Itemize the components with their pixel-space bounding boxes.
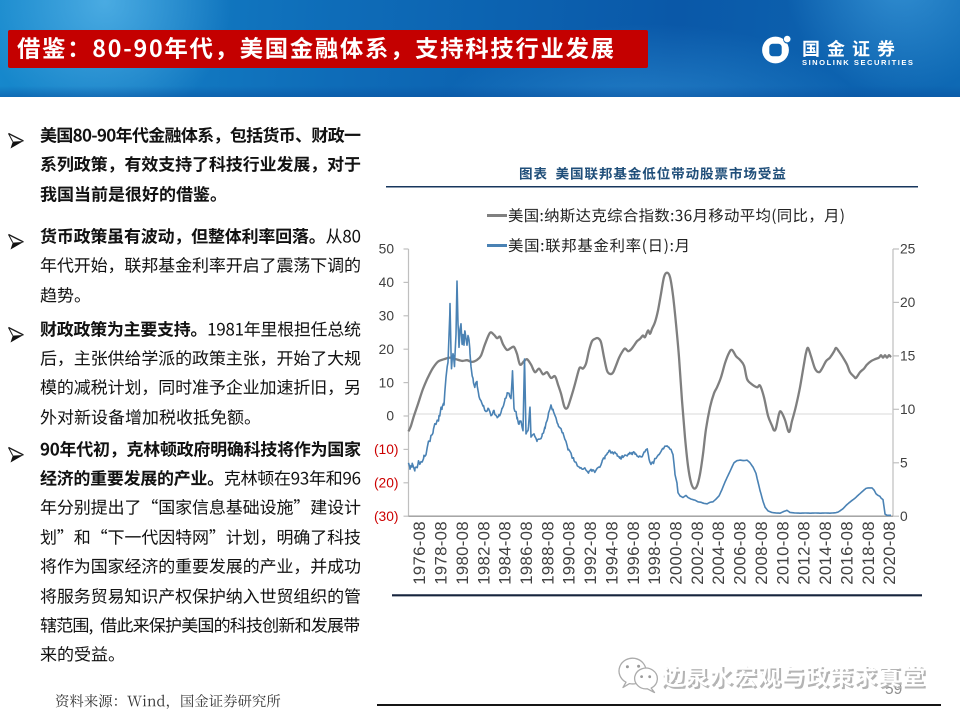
- svg-text:15: 15: [900, 349, 916, 364]
- svg-text:1990-08: 1990-08: [560, 521, 579, 585]
- svg-text:0: 0: [386, 409, 394, 424]
- svg-text:20: 20: [379, 342, 395, 357]
- svg-text:2010-08: 2010-08: [773, 521, 792, 585]
- svg-text:1982-08: 1982-08: [474, 521, 493, 585]
- svg-text:10: 10: [900, 402, 916, 417]
- svg-text:1988-08: 1988-08: [538, 521, 557, 585]
- svg-text:25: 25: [900, 242, 916, 257]
- svg-text:2012-08: 2012-08: [795, 521, 814, 585]
- svg-text:1978-08: 1978-08: [432, 521, 451, 585]
- svg-text:50: 50: [379, 242, 395, 257]
- svg-text:40: 40: [379, 275, 395, 290]
- svg-text:1986-08: 1986-08: [517, 521, 536, 585]
- svg-text:1994-08: 1994-08: [602, 521, 621, 585]
- svg-text:1976-08: 1976-08: [410, 521, 429, 585]
- svg-text:2000-08: 2000-08: [667, 521, 686, 585]
- svg-text:2016-08: 2016-08: [837, 521, 856, 585]
- svg-text:1992-08: 1992-08: [581, 521, 600, 585]
- svg-text:10: 10: [379, 375, 395, 390]
- svg-text:5: 5: [900, 456, 908, 471]
- svg-text:2008-08: 2008-08: [752, 521, 771, 585]
- svg-text:2004-08: 2004-08: [709, 521, 728, 585]
- svg-text:(20): (20): [374, 476, 399, 491]
- svg-text:20: 20: [900, 295, 916, 310]
- svg-text:0: 0: [900, 509, 908, 524]
- svg-text:(30): (30): [374, 509, 399, 524]
- svg-text:1996-08: 1996-08: [624, 521, 643, 585]
- svg-text:(10): (10): [374, 442, 399, 457]
- svg-text:1998-08: 1998-08: [645, 521, 664, 585]
- svg-text:2020-08: 2020-08: [880, 521, 899, 585]
- svg-text:2006-08: 2006-08: [731, 521, 750, 585]
- svg-text:2018-08: 2018-08: [859, 521, 878, 585]
- svg-text:2014-08: 2014-08: [816, 521, 835, 585]
- svg-text:1984-08: 1984-08: [496, 521, 515, 585]
- svg-text:2002-08: 2002-08: [688, 521, 707, 585]
- svg-text:1980-08: 1980-08: [453, 521, 472, 585]
- svg-text:30: 30: [379, 309, 395, 324]
